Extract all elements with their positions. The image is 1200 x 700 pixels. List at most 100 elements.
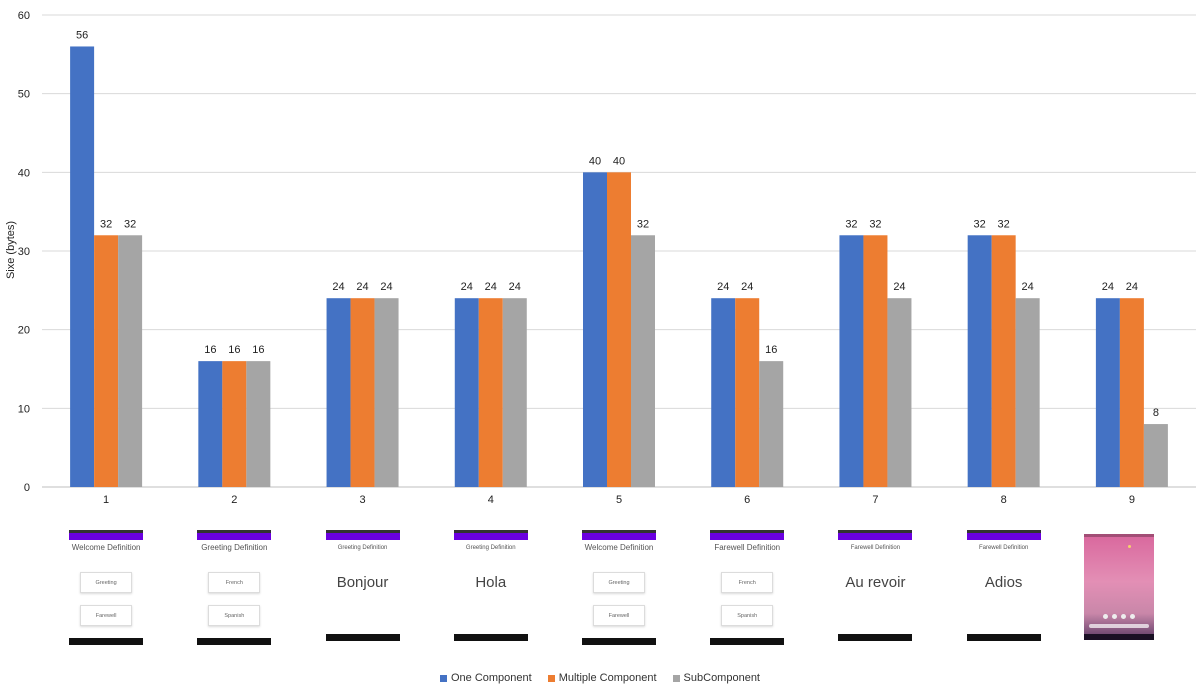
y-axis-label: Sixe (bytes) <box>5 221 17 279</box>
screen-button: French <box>208 572 261 593</box>
app-screenshot-thumbnail: Farewell Definition French Spanish <box>710 530 785 645</box>
bar <box>991 235 1016 487</box>
data-label: 32 <box>845 218 857 230</box>
y-tick-label: 0 <box>24 482 30 494</box>
bar <box>478 298 503 487</box>
screen-button: Greeting <box>80 572 133 593</box>
bar <box>863 235 888 487</box>
data-label: 40 <box>589 155 601 167</box>
bar <box>70 46 95 487</box>
status-bar <box>453 530 528 540</box>
data-label: 24 <box>1102 281 1114 293</box>
bar <box>350 298 375 487</box>
status-bar <box>710 530 785 540</box>
app-screenshot-thumbnail: Greeting Definition Bonjour <box>325 530 400 642</box>
y-tick-label: 60 <box>18 10 30 22</box>
app-screenshot-thumbnail: Welcome Definition Greeting Farewell <box>69 530 144 645</box>
screen-title: Farewell Definition <box>714 543 781 552</box>
data-label: 24 <box>380 281 392 293</box>
screen-title: Greeting Definition <box>201 543 268 552</box>
legend-item-multiple-component: Multiple Component <box>547 672 657 684</box>
data-label: 24 <box>485 281 497 293</box>
data-label: 16 <box>204 344 216 356</box>
y-tick-label: 40 <box>18 167 30 179</box>
data-label: 24 <box>356 281 368 293</box>
y-tick-label: 30 <box>18 246 30 258</box>
data-label: 16 <box>252 344 264 356</box>
bar <box>1119 298 1144 487</box>
screen-button: Farewell <box>80 605 133 626</box>
x-tick-label: 8 <box>1001 494 1007 506</box>
navigation-bar <box>197 638 272 645</box>
y-tick-label: 10 <box>18 403 30 415</box>
x-tick-label: 5 <box>616 494 622 506</box>
navigation-bar <box>69 638 144 645</box>
x-tick-labels: 1 2 3 4 5 6 7 8 9 <box>103 494 1135 506</box>
screen-word: Adios <box>984 574 1023 591</box>
navigation-bar <box>325 634 400 641</box>
bar <box>118 235 143 487</box>
home-screen-thumbnail <box>1084 534 1154 640</box>
data-label: 32 <box>974 218 986 230</box>
app-screenshot-thumbnail: Greeting Definition Hola <box>453 530 528 642</box>
bar <box>759 361 784 487</box>
app-screenshot-thumbnail: Farewell Definition Au revoir <box>838 530 913 642</box>
legend-item-one-component: One Component <box>439 672 532 684</box>
navigation-bar <box>838 634 913 641</box>
x-tick-label: 1 <box>103 494 109 506</box>
bar <box>839 235 864 487</box>
legend-swatch <box>547 674 555 682</box>
bar <box>583 172 607 488</box>
data-label: 32 <box>100 218 112 230</box>
status-bar <box>69 530 144 540</box>
screen-title: Greeting Definition <box>337 545 388 551</box>
legend-swatch <box>439 674 447 682</box>
navigation-bar <box>710 638 785 645</box>
screen-word: Hola <box>475 574 507 591</box>
data-label: 32 <box>637 218 649 230</box>
bar <box>967 235 992 487</box>
screen-button: Spanish <box>721 605 774 626</box>
navigation-bar <box>453 634 528 641</box>
status-bar <box>197 530 272 540</box>
screen-word: Bonjour <box>336 574 389 591</box>
screen-title: Farewell Definition <box>978 545 1029 551</box>
bar <box>198 361 223 487</box>
data-label: 40 <box>613 155 625 167</box>
bar <box>222 361 247 487</box>
screen-title: Welcome Definition <box>584 543 654 552</box>
x-tick-label: 4 <box>488 494 494 506</box>
data-label: 16 <box>765 344 777 356</box>
screen-title: Greeting Definition <box>465 545 516 551</box>
screen-title: Welcome Definition <box>71 543 141 552</box>
bar <box>1015 298 1040 487</box>
data-labels: 56 32 32 16 16 16 24 24 24 24 24 24 40 40 32 24 24 16 32 32… <box>76 29 1159 419</box>
bar <box>326 298 351 487</box>
bar <box>1143 424 1168 487</box>
app-screenshot-thumbnail: Greeting Definition French Spanish <box>197 530 272 645</box>
screen-button: Spanish <box>208 605 261 626</box>
data-label: 24 <box>1022 281 1034 293</box>
y-tick-label: 50 <box>18 89 30 101</box>
data-label: 56 <box>76 29 88 41</box>
bar <box>607 172 631 488</box>
status-bar <box>966 530 1041 540</box>
bar <box>502 298 527 487</box>
data-label: 32 <box>869 218 881 230</box>
app-screenshot-thumbnail: Farewell Definition Adios <box>966 530 1041 642</box>
legend-item-subcomponent: SubComponent <box>672 672 760 684</box>
data-label: 8 <box>1153 407 1159 419</box>
x-tick-label: 6 <box>744 494 750 506</box>
legend-label: One Component <box>450 672 532 684</box>
bars <box>70 46 1168 488</box>
legend-label: SubComponent <box>683 672 760 684</box>
data-label: 24 <box>893 281 905 293</box>
status-bar <box>582 530 656 540</box>
bar <box>246 361 271 487</box>
data-label: 32 <box>124 218 136 230</box>
data-label: 24 <box>332 281 344 293</box>
screen-button: French <box>721 572 774 593</box>
navigation-bar <box>966 634 1041 641</box>
screen-word: Au revoir <box>845 574 906 591</box>
